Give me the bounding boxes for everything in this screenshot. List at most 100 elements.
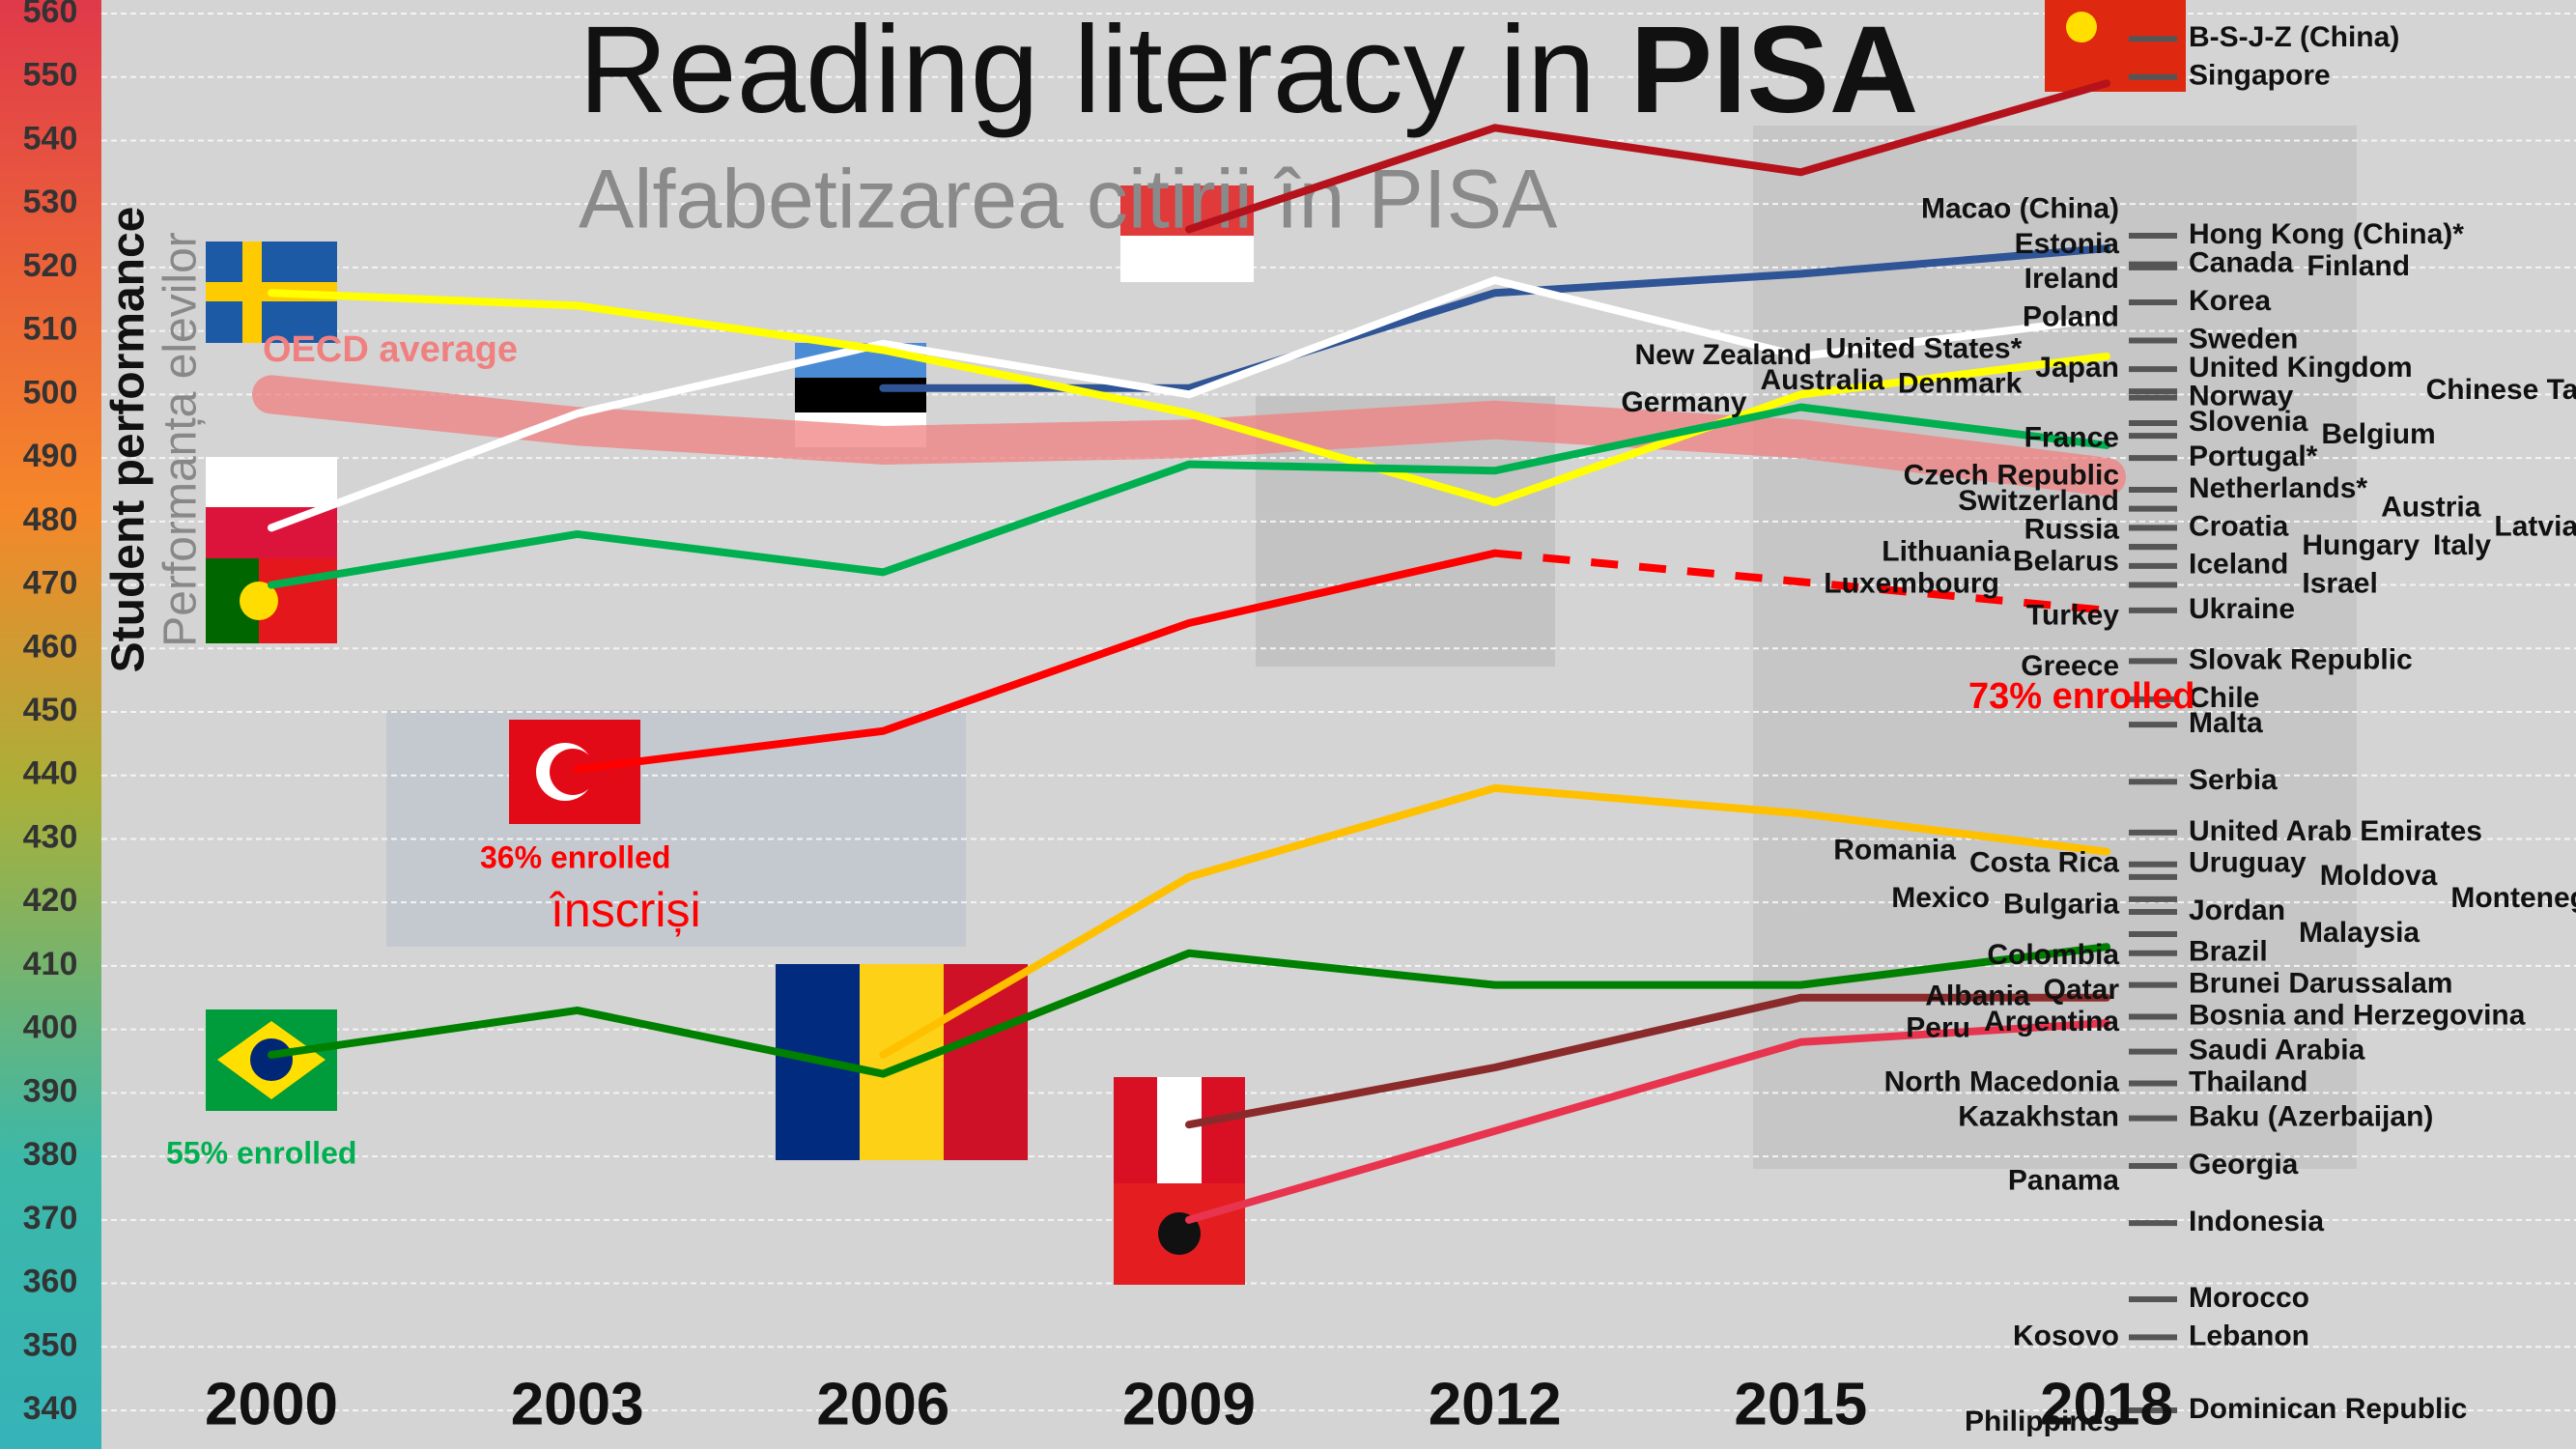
y-tick-label: 360	[23, 1264, 78, 1300]
country-label: Macao (China)	[1921, 193, 2119, 225]
country-label: Hungary	[2302, 529, 2420, 561]
country-label: Kosovo	[2013, 1320, 2119, 1351]
average-line	[252, 375, 2126, 497]
country-label: Baku (Azerbaijan)	[2189, 1101, 2433, 1133]
series-line	[573, 549, 1499, 774]
country-label: Italy	[2433, 529, 2491, 561]
country-label: Qatar	[2044, 974, 2120, 1006]
y-tick-label: 480	[23, 501, 78, 538]
country-label: Brunei Darussalam	[2189, 968, 2452, 1000]
series-line	[268, 276, 2110, 532]
y-tick-label: 520	[23, 247, 78, 284]
y-tick-label: 440	[23, 755, 78, 792]
country-label: Malaysia	[2299, 917, 2420, 949]
flag-romania	[776, 964, 1028, 1160]
y-tick-label: 490	[23, 438, 78, 474]
country-label: Malta	[2189, 707, 2263, 739]
country-label: Chinese Taipei	[2426, 374, 2576, 406]
country-label: Kazakhstan	[1958, 1101, 2119, 1133]
country-label: Brazil	[2189, 936, 2268, 968]
country-label: Singapore	[2189, 60, 2331, 92]
chart-title: Reading literacy in PISA	[579, 1, 1918, 139]
country-label: Israel	[2302, 567, 2377, 599]
country-label: Romania	[1833, 835, 1956, 867]
y-tick-label: 530	[23, 184, 78, 220]
y-tick-label: 390	[23, 1072, 78, 1109]
annotation: 36% enrolled	[480, 839, 670, 874]
lines	[252, 79, 2126, 1224]
country-label: Germany	[1621, 386, 1746, 418]
x-tick-label: 2000	[205, 1371, 338, 1437]
country-label: Thailand	[2189, 1065, 2307, 1097]
country-label: Switzerland	[1958, 485, 2119, 517]
flag-peru	[1114, 1077, 1245, 1183]
country-label: Argentina	[1984, 1006, 2119, 1037]
country-label: Bosnia and Herzegovina	[2189, 999, 2526, 1031]
y-tick-label: 540	[23, 120, 78, 156]
country-label: Georgia	[2189, 1149, 2299, 1180]
series-line	[268, 289, 2110, 507]
country-label: Russia	[2024, 514, 2120, 546]
y-axis-title-ro: Performanța elevilor	[156, 232, 207, 647]
country-label: Lebanon	[2189, 1320, 2309, 1351]
y-tick-label: 420	[23, 882, 78, 919]
country-label: France	[2024, 421, 2119, 453]
y-tick-label: 370	[23, 1200, 78, 1236]
country-label: Morocco	[2189, 1282, 2309, 1314]
subtitle: Alfabetizarea citirii în PISA	[579, 154, 1558, 246]
x-tick-label: 2012	[1429, 1371, 1562, 1437]
y-tick-label: 560	[23, 0, 78, 30]
country-label: Luxembourg	[1824, 567, 1999, 599]
y-tick-label: 380	[23, 1136, 78, 1173]
country-label: Saudi Arabia	[2189, 1035, 2365, 1066]
x-tick-label: 2006	[816, 1371, 949, 1437]
series-line	[1185, 993, 2110, 1129]
country-label: Turkey	[2026, 599, 2119, 631]
country-label: Croatia	[2189, 510, 2289, 542]
country-label: North Macedonia	[1884, 1065, 2120, 1097]
y-tick-label: 500	[23, 374, 78, 411]
country-label: Netherlands*	[2189, 472, 2367, 504]
y-tick-label: 340	[23, 1390, 78, 1427]
flag-portugal	[206, 558, 337, 643]
country-label: Estonia	[2015, 228, 2120, 260]
country-label: New Zealand	[1635, 339, 1812, 371]
country-label: Sweden	[2189, 323, 2298, 355]
annotation: 73% enrolled	[1968, 676, 2194, 717]
flag-albania	[1114, 1183, 1245, 1285]
country-label: Korea	[2189, 285, 2271, 317]
flag-china	[2045, 0, 2186, 92]
country-label: Uruguay	[2189, 847, 2307, 879]
y-tick-label: 400	[23, 1009, 78, 1046]
country-label: Iceland	[2189, 549, 2288, 581]
annotation: 55% enrolled	[166, 1135, 356, 1170]
country-label: Japan	[2035, 352, 2119, 384]
country-label: Dominican Republic	[2189, 1393, 2467, 1425]
y-tick-label: 510	[23, 311, 78, 348]
country-label: Austria	[2381, 492, 2481, 524]
gap-bridge	[1494, 549, 2108, 614]
country-label: B-S-J-Z (China)	[2189, 21, 2399, 53]
country-label: United Arab Emirates	[2189, 815, 2482, 847]
country-label: Greece	[2021, 650, 2119, 682]
y-tick-label: 460	[23, 628, 78, 665]
oecd-label: OECD average	[263, 329, 518, 370]
series-line	[879, 244, 2110, 392]
photo-collage	[386, 710, 966, 947]
country-label: Czech Republic	[1904, 460, 2119, 492]
country-label: Mexico	[1891, 882, 1990, 914]
country-label: Colombia	[1987, 939, 2119, 971]
country-label: Belgium	[2321, 418, 2435, 450]
flags	[206, 0, 2186, 1285]
x-tick-label: 2018	[2040, 1371, 2173, 1437]
country-label: Canada	[2189, 247, 2294, 279]
country-label: Slovenia	[2189, 406, 2308, 438]
country-label: Ireland	[2024, 263, 2119, 295]
country-label: Lithuania	[1882, 536, 2011, 568]
country-label: Jordan	[2189, 895, 2285, 926]
series-line	[1185, 1019, 2110, 1224]
country-label: United Kingdom	[2189, 352, 2413, 384]
country-label: Latvia	[2494, 510, 2576, 542]
